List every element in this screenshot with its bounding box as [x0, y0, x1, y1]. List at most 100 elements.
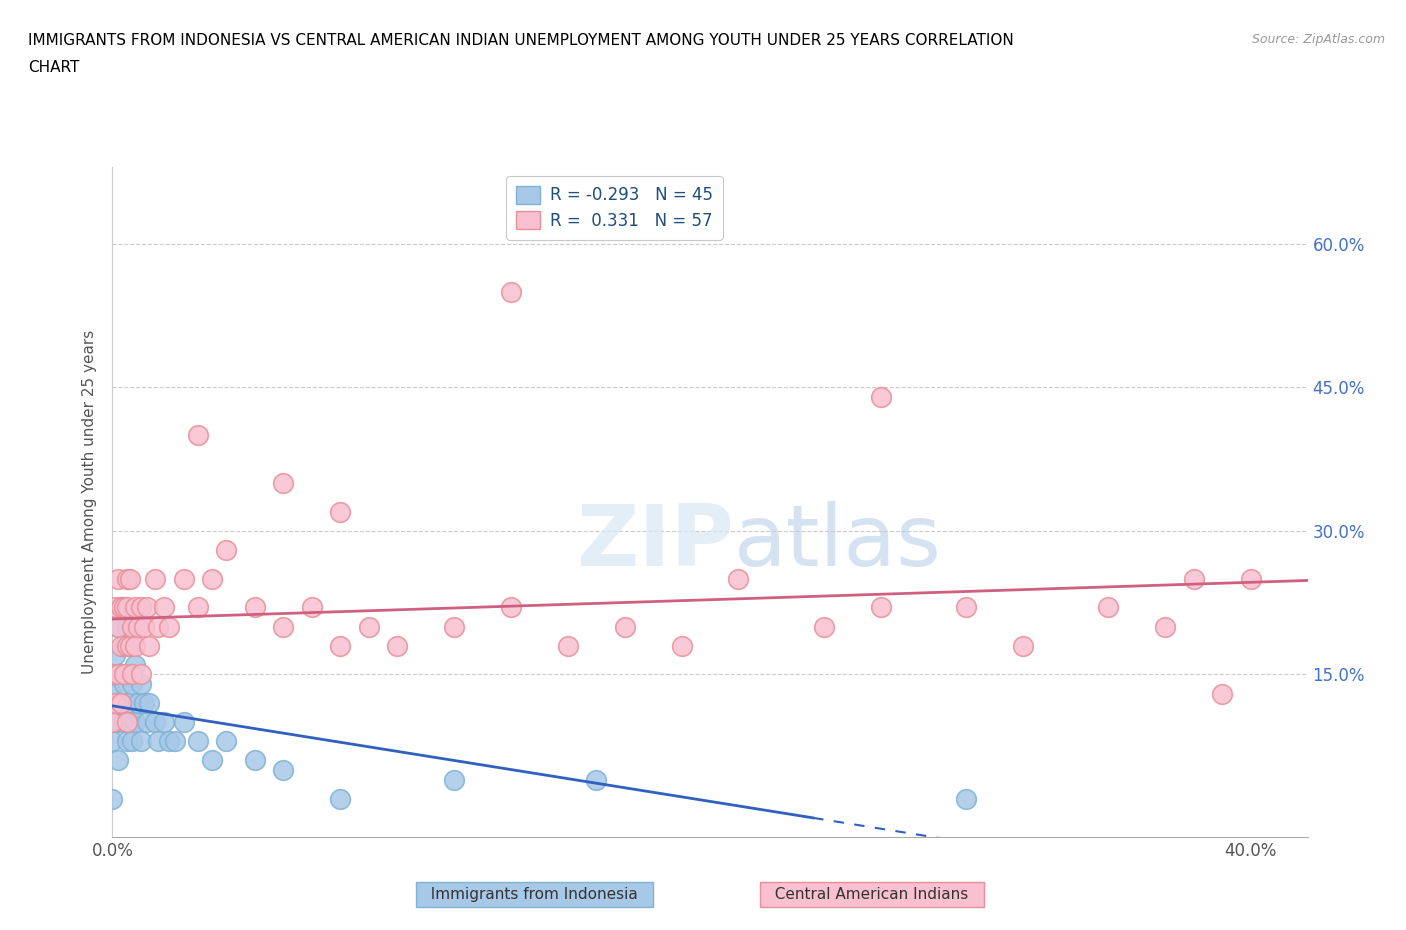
- Point: [1211, 686, 1233, 701]
- Point: [129, 734, 152, 749]
- Text: ZIP: ZIP: [576, 501, 734, 584]
- Text: Central American Indians: Central American Indians: [765, 887, 979, 902]
- Point: [104, 696, 127, 711]
- Point: [243, 600, 266, 615]
- Point: [157, 619, 180, 634]
- Point: [127, 696, 149, 711]
- Point: [138, 638, 160, 653]
- Point: [118, 715, 141, 730]
- Point: [121, 734, 143, 749]
- Point: [115, 696, 138, 711]
- Point: [173, 571, 195, 586]
- Text: atlas: atlas: [734, 501, 942, 584]
- Point: [869, 390, 891, 405]
- Point: [187, 428, 209, 443]
- Point: [271, 763, 294, 777]
- Point: [107, 715, 129, 730]
- Point: [146, 734, 169, 749]
- Point: [101, 715, 124, 730]
- Point: [243, 753, 266, 768]
- Point: [329, 791, 352, 806]
- Text: IMMIGRANTS FROM INDONESIA VS CENTRAL AMERICAN INDIAN UNEMPLOYMENT AMONG YOUTH UN: IMMIGRANTS FROM INDONESIA VS CENTRAL AME…: [28, 33, 1014, 47]
- Point: [112, 600, 135, 615]
- Point: [443, 619, 465, 634]
- Legend: R = -0.293   N = 45, R =  0.331   N = 57: R = -0.293 N = 45, R = 0.331 N = 57: [506, 176, 723, 240]
- Point: [115, 734, 138, 749]
- Point: [157, 734, 180, 749]
- Point: [129, 667, 152, 682]
- Point: [129, 600, 152, 615]
- Point: [107, 571, 129, 586]
- Point: [557, 638, 579, 653]
- Point: [107, 753, 129, 768]
- Point: [152, 600, 174, 615]
- Point: [101, 667, 124, 682]
- Point: [124, 600, 146, 615]
- Point: [201, 753, 224, 768]
- Point: [869, 600, 891, 615]
- Point: [112, 638, 135, 653]
- Point: [955, 791, 977, 806]
- Point: [385, 638, 408, 653]
- Point: [121, 619, 143, 634]
- Point: [104, 648, 127, 663]
- Point: [115, 667, 138, 682]
- Point: [1154, 619, 1177, 634]
- Point: [110, 696, 132, 711]
- Point: [118, 667, 141, 682]
- Point: [1182, 571, 1205, 586]
- Point: [129, 676, 152, 691]
- Point: [187, 734, 209, 749]
- Point: [118, 638, 141, 653]
- Point: [301, 600, 323, 615]
- Point: [115, 638, 138, 653]
- Point: [271, 475, 294, 490]
- Point: [121, 667, 143, 682]
- Point: [271, 619, 294, 634]
- Text: Source: ZipAtlas.com: Source: ZipAtlas.com: [1251, 33, 1385, 46]
- Point: [101, 686, 124, 701]
- Point: [813, 619, 835, 634]
- Point: [152, 715, 174, 730]
- Point: [499, 600, 522, 615]
- Point: [1097, 600, 1119, 615]
- Point: [215, 542, 238, 557]
- Text: CHART: CHART: [28, 60, 80, 75]
- Point: [329, 638, 352, 653]
- Point: [143, 571, 166, 586]
- Text: Immigrants from Indonesia: Immigrants from Indonesia: [420, 887, 648, 902]
- Point: [135, 715, 157, 730]
- Point: [146, 619, 169, 634]
- Point: [110, 638, 132, 653]
- Point: [101, 734, 124, 749]
- Point: [613, 619, 636, 634]
- Point: [443, 772, 465, 787]
- Point: [107, 619, 129, 634]
- Point: [671, 638, 693, 653]
- Point: [955, 600, 977, 615]
- Point: [115, 619, 138, 634]
- Point: [127, 619, 149, 634]
- Point: [132, 696, 155, 711]
- Point: [173, 715, 195, 730]
- Point: [124, 638, 146, 653]
- Point: [112, 676, 135, 691]
- Point: [499, 285, 522, 299]
- Point: [124, 715, 146, 730]
- Point: [329, 504, 352, 519]
- Point: [1240, 571, 1263, 586]
- Point: [187, 600, 209, 615]
- Point: [115, 715, 138, 730]
- Point: [201, 571, 224, 586]
- Point: [357, 619, 380, 634]
- Point: [132, 619, 155, 634]
- Point: [215, 734, 238, 749]
- Y-axis label: Unemployment Among Youth under 25 years: Unemployment Among Youth under 25 years: [82, 330, 97, 674]
- Point: [135, 600, 157, 615]
- Point: [104, 600, 127, 615]
- Point: [101, 791, 124, 806]
- Point: [107, 667, 129, 682]
- Point: [143, 715, 166, 730]
- Point: [115, 571, 138, 586]
- Point: [115, 600, 138, 615]
